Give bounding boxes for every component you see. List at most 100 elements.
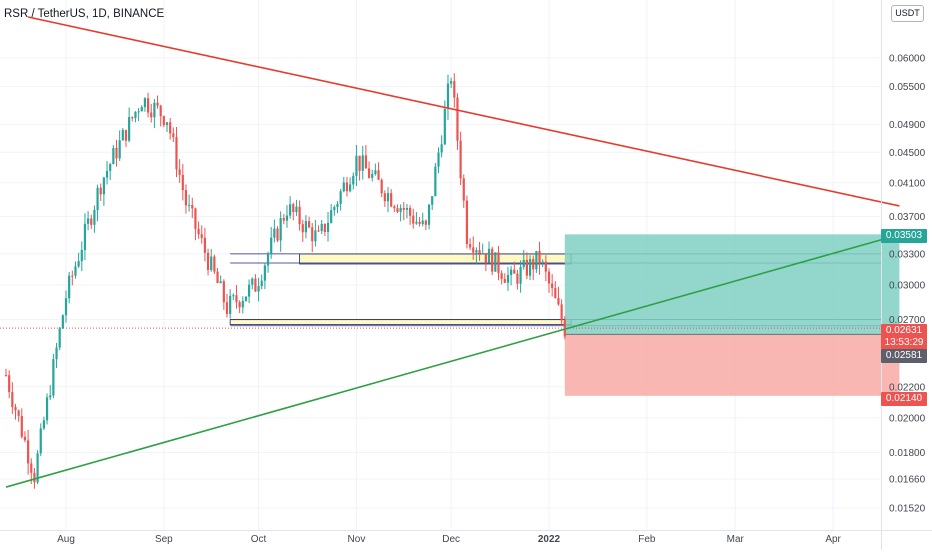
candle-body xyxy=(418,221,421,225)
candle xyxy=(58,326,61,351)
candle xyxy=(137,107,140,122)
candle xyxy=(314,219,317,247)
candle-body xyxy=(23,436,27,441)
candle xyxy=(74,261,77,279)
candle xyxy=(162,115,165,128)
candle xyxy=(159,104,162,127)
candle-body xyxy=(421,220,424,225)
candle xyxy=(131,116,134,122)
candle-body xyxy=(541,261,544,264)
price-tick-label: 0.03000 xyxy=(889,281,926,292)
candle xyxy=(494,252,497,272)
candle xyxy=(279,211,282,252)
candle-body xyxy=(162,116,165,126)
candle xyxy=(298,200,301,231)
candle-body xyxy=(544,261,547,272)
candle-body xyxy=(159,105,162,117)
candle xyxy=(516,269,519,290)
candle xyxy=(304,215,308,239)
candle-body xyxy=(99,187,102,195)
time-tick-label: Nov xyxy=(348,534,366,545)
candle-body xyxy=(481,253,484,255)
candle xyxy=(175,126,178,178)
candle xyxy=(497,245,500,281)
candle-body xyxy=(352,175,355,185)
candle-body xyxy=(336,203,339,207)
candle xyxy=(143,97,147,112)
candle xyxy=(446,74,450,120)
candle xyxy=(247,279,251,303)
candle xyxy=(396,204,399,214)
candle-body xyxy=(453,81,456,98)
candle-body xyxy=(61,315,64,329)
candle xyxy=(371,169,374,182)
candle xyxy=(194,207,197,241)
candle-body xyxy=(431,196,434,205)
candle-body xyxy=(105,170,109,178)
candle-body xyxy=(143,98,147,108)
candle xyxy=(86,211,90,231)
candle xyxy=(197,221,200,239)
candle-body xyxy=(443,109,446,145)
candle xyxy=(20,408,23,439)
candle xyxy=(424,219,427,231)
grid-lines xyxy=(0,0,881,530)
candle-body xyxy=(326,222,330,232)
candle xyxy=(165,121,169,133)
candle-body xyxy=(320,223,323,232)
candle-body xyxy=(408,208,412,216)
candle-body xyxy=(137,111,140,113)
candle-body xyxy=(83,223,87,250)
candle-body xyxy=(276,228,279,241)
candle xyxy=(39,423,42,457)
candle-body xyxy=(304,221,308,233)
candle xyxy=(468,238,472,251)
candle-body xyxy=(374,170,377,175)
candle-body xyxy=(525,259,529,276)
candle xyxy=(112,144,115,165)
candle-body xyxy=(487,248,491,263)
candle-body xyxy=(465,200,469,245)
candle-body xyxy=(17,410,20,416)
candle-body xyxy=(64,298,68,316)
price-axis: 0.06000 0.05500 0.04900 0.04500 0.04100 0.037… xyxy=(889,54,926,515)
candle xyxy=(102,176,105,206)
candle-body xyxy=(484,253,487,263)
candle-body xyxy=(121,129,124,141)
candle-body xyxy=(27,440,30,464)
candle-body xyxy=(557,298,560,305)
candle-body xyxy=(364,155,368,169)
candle xyxy=(121,128,124,141)
candle-body xyxy=(456,97,459,141)
candle-body xyxy=(128,117,131,141)
candle-body xyxy=(522,259,525,267)
price-tick-label: 0.02200 xyxy=(889,382,926,393)
candle xyxy=(544,255,547,282)
candle xyxy=(270,226,273,259)
candle-body xyxy=(260,280,263,287)
candle xyxy=(90,214,93,229)
candle-body xyxy=(197,228,200,235)
candle xyxy=(475,247,478,264)
candle xyxy=(522,249,525,270)
candle xyxy=(538,241,541,275)
candle-body xyxy=(52,359,55,396)
price-tick-label: 0.04900 xyxy=(889,120,926,131)
candle xyxy=(282,214,285,225)
candle-body xyxy=(440,144,443,153)
candle-body xyxy=(42,420,46,429)
candle xyxy=(263,262,266,290)
candle xyxy=(150,103,153,123)
candle xyxy=(557,286,560,306)
candle-body xyxy=(424,220,427,225)
currency-badge[interactable]: USDT xyxy=(891,5,924,22)
candle xyxy=(358,155,361,181)
candle xyxy=(266,251,270,273)
candle-body xyxy=(323,223,326,232)
candle xyxy=(169,117,172,140)
candle xyxy=(52,353,55,399)
candle xyxy=(216,268,219,284)
candle-body xyxy=(314,230,317,242)
